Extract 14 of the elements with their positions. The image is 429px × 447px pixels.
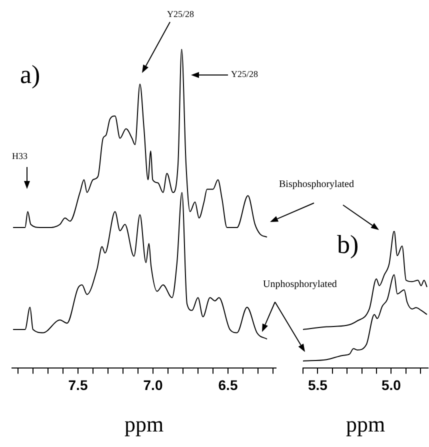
annotation: a) <box>20 60 40 89</box>
annotation: Unphosphorylated <box>263 279 337 290</box>
x-axis-title: ppm <box>124 412 164 437</box>
x-tick-label: 5.0 <box>382 377 402 394</box>
x-tick-label: 7.5 <box>68 377 88 394</box>
text: Bisphosphorylated <box>279 179 354 190</box>
annotation: b) <box>337 230 359 259</box>
x-axis-title: ppm <box>346 412 386 437</box>
annotation: H33 <box>12 151 28 161</box>
annotation: Y25/28 <box>231 69 258 79</box>
x-tick-label: 6.5 <box>218 377 238 394</box>
text: Y25/28 <box>167 9 194 19</box>
x-tick-label: 7.0 <box>143 377 163 394</box>
x-tick-label: 5.5 <box>308 377 328 394</box>
